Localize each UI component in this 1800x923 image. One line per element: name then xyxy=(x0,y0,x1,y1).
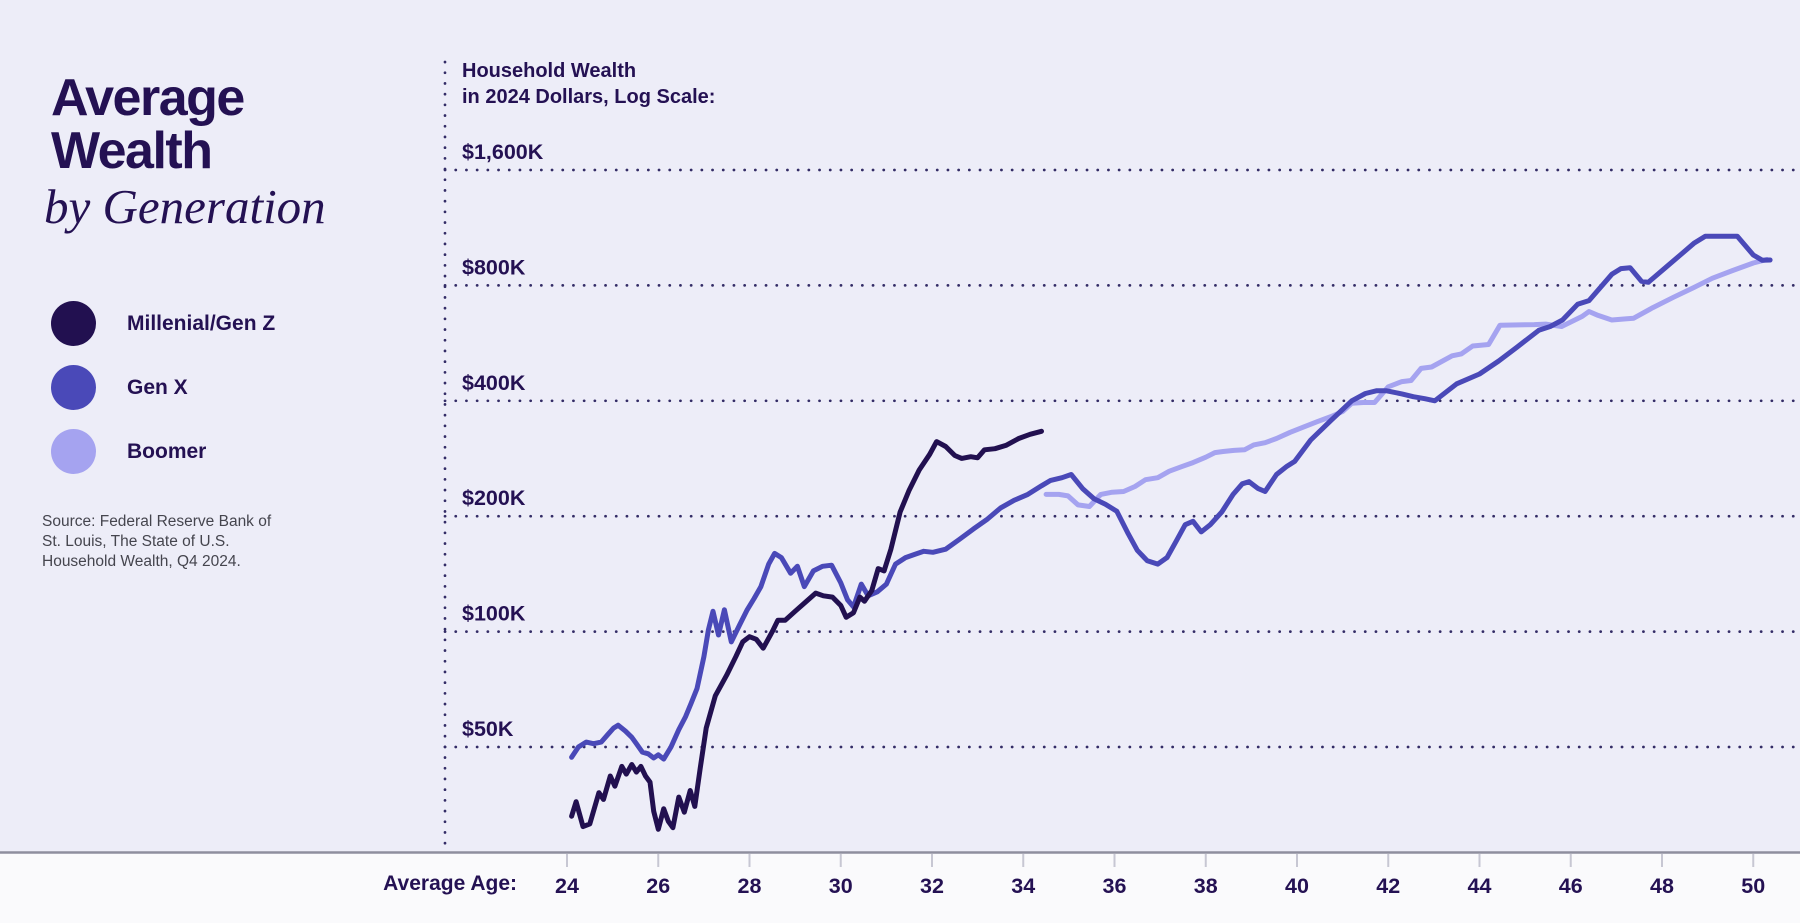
x-tick-label-38: 38 xyxy=(1194,874,1218,898)
footer-strip xyxy=(0,853,1800,923)
genx-swatch-icon xyxy=(51,365,96,410)
x-tick-label-50: 50 xyxy=(1741,874,1765,898)
x-tick-label-40: 40 xyxy=(1285,874,1309,898)
chart-title-line2: in 2024 Dollars, Log Scale: xyxy=(462,86,716,108)
x-axis-label: Average Age: xyxy=(383,872,517,895)
chart-title: Household Wealth in 2024 Dollars, Log Sc… xyxy=(462,58,715,110)
legend-label-millennial: Millenial/Gen Z xyxy=(127,311,276,335)
x-tick-label-30: 30 xyxy=(829,874,853,898)
page-subtitle: by Generation xyxy=(44,179,326,234)
x-tick-label-44: 44 xyxy=(1468,874,1492,898)
source-line: Household Wealth, Q4 2024. xyxy=(42,553,241,570)
x-tick-label-34: 34 xyxy=(1011,874,1035,898)
source-line: St. Louis, The State of U.S. xyxy=(42,533,230,550)
x-tick-label-28: 28 xyxy=(738,874,762,898)
legend-item-millennial: Millenial/Gen Z xyxy=(51,301,275,346)
x-tick-label-46: 46 xyxy=(1559,874,1583,898)
series-line-gen-x xyxy=(569,233,1773,762)
source-line: Source: Federal Reserve Bank of xyxy=(42,513,272,530)
y-tick-label-100k: $100K xyxy=(462,602,526,626)
x-tick-label-32: 32 xyxy=(920,874,944,898)
y-tick-label-200k: $200K xyxy=(462,486,526,510)
x-tick-label-24: 24 xyxy=(555,874,579,898)
x-tick-label-48: 48 xyxy=(1650,874,1674,898)
legend-item-boomer: Boomer xyxy=(51,429,275,474)
legend: Millenial/Gen Z Gen X Boomer xyxy=(51,301,275,474)
source-note: Source: Federal Reserve Bank of St. Loui… xyxy=(42,512,312,572)
millennial-swatch-icon xyxy=(51,301,96,346)
page-title-line2: Wealth xyxy=(51,122,213,180)
series-line-millenial-gen-z xyxy=(569,428,1044,832)
x-tick-label-26: 26 xyxy=(646,874,670,898)
series-line-boomer xyxy=(1043,256,1770,509)
y-tick-label-800k: $800K xyxy=(462,255,526,279)
boomer-swatch-icon xyxy=(51,429,96,474)
y-tick-label-1600k: $1,600K xyxy=(462,140,544,164)
x-tick-label-42: 42 xyxy=(1376,874,1400,898)
page-title-line1: Average xyxy=(51,69,245,127)
y-tick-label-50k: $50K xyxy=(462,717,514,741)
legend-label-genx: Gen X xyxy=(127,375,188,399)
legend-item-genx: Gen X xyxy=(51,365,275,410)
page-title: Average Wealth xyxy=(51,69,245,180)
chart-title-line1: Household Wealth xyxy=(462,60,637,82)
x-tick-label-36: 36 xyxy=(1103,874,1127,898)
y-tick-label-400k: $400K xyxy=(462,371,526,395)
legend-label-boomer: Boomer xyxy=(127,439,207,463)
